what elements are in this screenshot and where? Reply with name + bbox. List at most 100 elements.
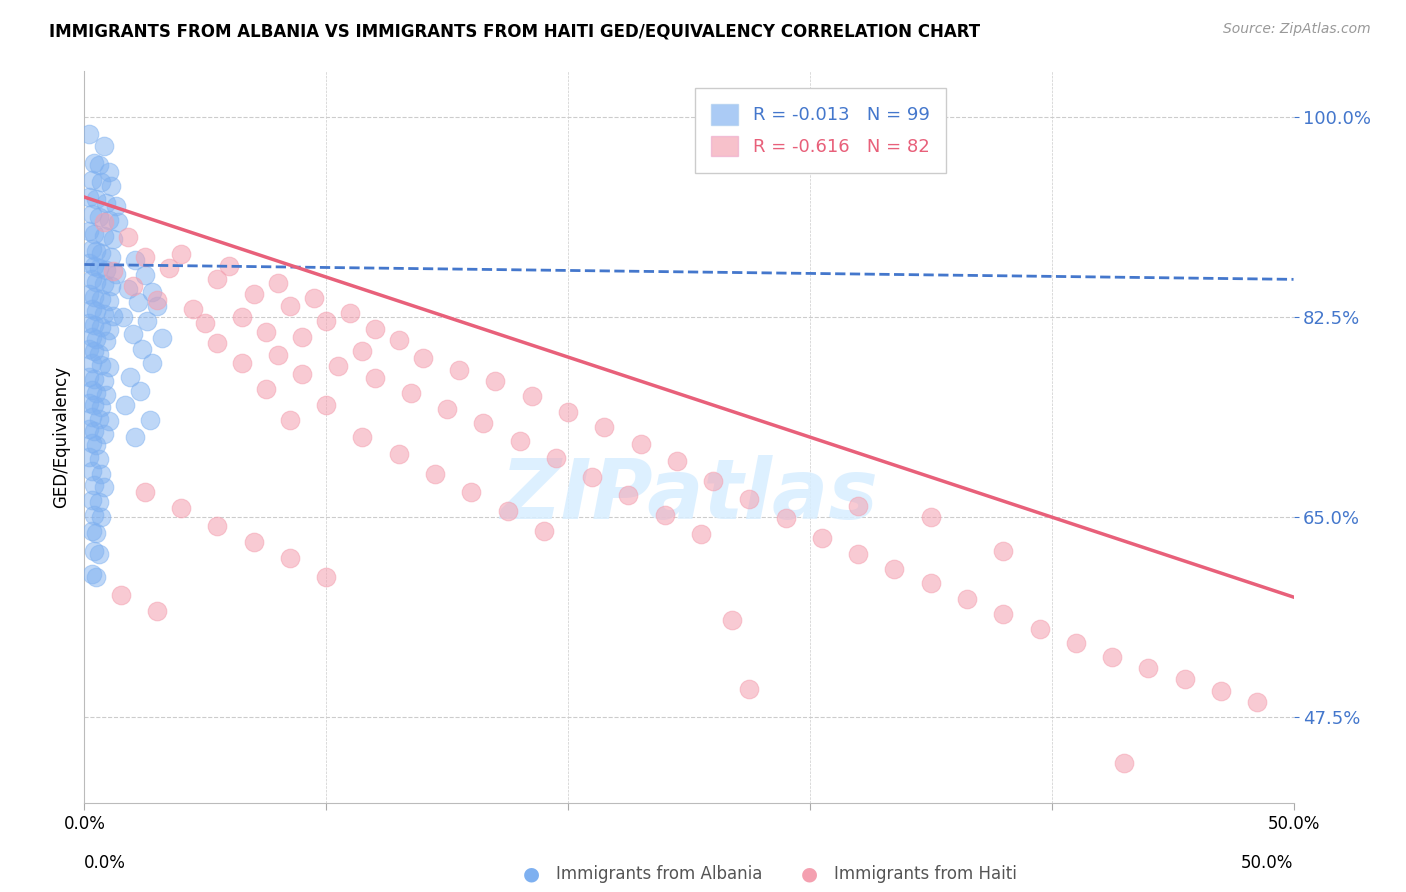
Point bbox=[242, 287, 264, 301]
Point bbox=[80, 329, 103, 343]
Point bbox=[83, 227, 105, 241]
Point bbox=[738, 681, 761, 696]
Point bbox=[1114, 756, 1136, 770]
Point bbox=[630, 437, 652, 451]
Point bbox=[90, 358, 112, 372]
Point bbox=[77, 396, 100, 410]
Point bbox=[665, 454, 688, 468]
Point bbox=[86, 275, 108, 289]
Point bbox=[267, 348, 290, 362]
Point bbox=[80, 567, 103, 582]
Point bbox=[83, 318, 105, 332]
Point bbox=[581, 470, 603, 484]
Point bbox=[94, 195, 117, 210]
Point bbox=[207, 272, 229, 286]
Point bbox=[80, 524, 103, 538]
Point bbox=[86, 569, 108, 583]
Point bbox=[77, 422, 100, 436]
Point bbox=[77, 256, 100, 270]
Point bbox=[83, 398, 105, 412]
Point bbox=[141, 356, 163, 370]
Point bbox=[846, 547, 869, 561]
Point bbox=[87, 346, 110, 360]
Point bbox=[533, 524, 555, 538]
Point bbox=[399, 385, 422, 400]
Point bbox=[134, 268, 156, 282]
Point bbox=[883, 561, 905, 575]
Point bbox=[83, 425, 105, 439]
Point bbox=[112, 310, 135, 324]
Point bbox=[136, 313, 159, 327]
Point bbox=[117, 281, 139, 295]
Text: ZIPatlas: ZIPatlas bbox=[501, 455, 877, 536]
Point bbox=[131, 342, 153, 356]
Point bbox=[423, 467, 446, 481]
Point bbox=[520, 389, 543, 403]
Point bbox=[472, 417, 495, 431]
Point bbox=[80, 356, 103, 370]
Point bbox=[120, 369, 142, 384]
Point bbox=[77, 287, 100, 301]
Point bbox=[90, 467, 112, 481]
Point bbox=[141, 285, 163, 299]
Point bbox=[956, 592, 979, 607]
Point bbox=[388, 447, 411, 461]
Point bbox=[194, 316, 217, 330]
Point bbox=[150, 331, 173, 345]
Point bbox=[100, 250, 122, 264]
Text: ●: ● bbox=[801, 865, 818, 884]
Point bbox=[242, 535, 264, 549]
Point bbox=[77, 190, 100, 204]
Point bbox=[920, 576, 942, 591]
Point bbox=[87, 451, 110, 466]
Point bbox=[94, 388, 117, 402]
Point bbox=[170, 247, 193, 261]
Point bbox=[104, 199, 127, 213]
Point bbox=[124, 430, 146, 444]
Point bbox=[86, 304, 108, 318]
Point bbox=[328, 359, 350, 374]
Point bbox=[138, 413, 160, 427]
Point bbox=[654, 508, 676, 522]
Point bbox=[775, 511, 797, 525]
Point bbox=[363, 321, 385, 335]
Point bbox=[557, 405, 579, 419]
Point bbox=[83, 478, 105, 492]
Point bbox=[460, 485, 482, 500]
Point bbox=[80, 242, 103, 256]
Point bbox=[93, 426, 115, 441]
Point bbox=[93, 228, 115, 243]
Point bbox=[86, 332, 108, 346]
Point bbox=[77, 450, 100, 464]
Point bbox=[77, 342, 100, 356]
Point bbox=[77, 224, 100, 238]
Point bbox=[87, 412, 110, 426]
Point bbox=[146, 293, 169, 307]
Point bbox=[993, 607, 1015, 622]
Point bbox=[90, 320, 112, 334]
Point bbox=[207, 519, 229, 533]
Point bbox=[690, 527, 713, 541]
Point bbox=[738, 491, 761, 506]
Point bbox=[90, 510, 112, 524]
Point bbox=[811, 531, 834, 545]
Point bbox=[83, 544, 105, 558]
Point bbox=[83, 372, 105, 386]
Point bbox=[1064, 636, 1087, 650]
Point bbox=[90, 175, 112, 189]
Point bbox=[80, 383, 103, 397]
Text: Immigrants from Haiti: Immigrants from Haiti bbox=[834, 865, 1017, 883]
Point bbox=[315, 398, 337, 412]
Point bbox=[80, 435, 103, 450]
Point bbox=[93, 307, 115, 321]
Point bbox=[80, 492, 103, 507]
Point bbox=[146, 604, 169, 618]
Point bbox=[94, 263, 117, 277]
Point bbox=[278, 413, 301, 427]
Point bbox=[97, 323, 120, 337]
Point bbox=[278, 299, 301, 313]
Point bbox=[77, 369, 100, 384]
Point bbox=[87, 495, 110, 509]
Point bbox=[83, 508, 105, 522]
Point bbox=[302, 291, 325, 305]
